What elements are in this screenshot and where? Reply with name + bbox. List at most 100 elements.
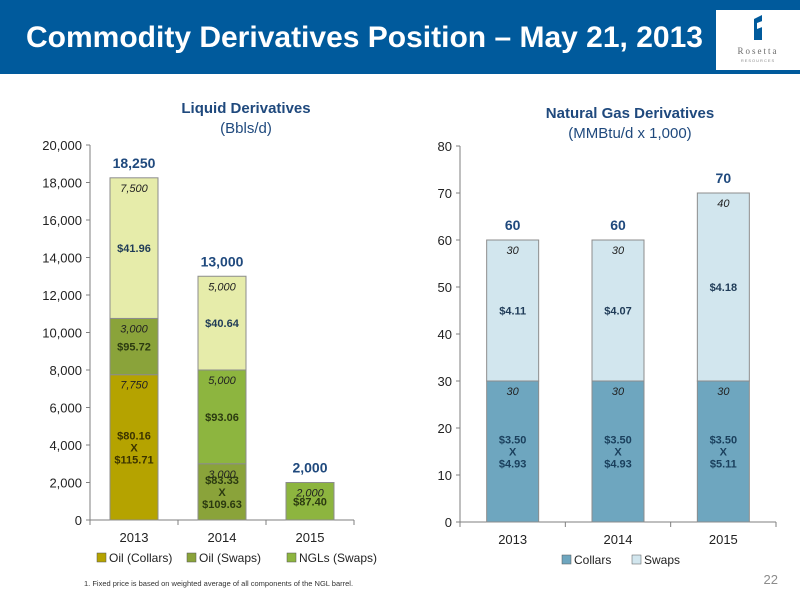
bar-segment: [591, 380, 645, 523]
y-tick-label: 12,000: [42, 288, 82, 303]
total-label: 70: [716, 170, 732, 186]
bar-segment: [197, 463, 247, 521]
title-bar: Commodity Derivatives Position – May 21,…: [0, 0, 800, 74]
liquid-derivatives-chart: Liquid Derivatives (Bbls/d) 0 2,000 4,000 6…: [42, 100, 377, 565]
legend-swatch: [186, 552, 197, 563]
total-label: 13,000: [201, 253, 244, 269]
legend-swatch: [96, 552, 107, 563]
price-label: X: [218, 487, 226, 499]
x-tick-label: 2013: [120, 530, 149, 545]
price-label: $4.18: [710, 282, 738, 294]
legend-swatch: [631, 554, 642, 565]
legend-swatch: [561, 554, 572, 565]
legend-label: Swaps: [644, 553, 680, 567]
y-tick-label: 20: [438, 421, 452, 436]
y-tick-label: 0: [445, 515, 452, 530]
y-tick-label: 10: [438, 468, 452, 483]
chart-title: Natural Gas Derivatives: [546, 105, 714, 122]
y-tick-label: 50: [438, 280, 452, 295]
volume-label: 5,000: [208, 375, 236, 387]
price-label: $4.93: [604, 459, 632, 471]
x-tick-label: 2014: [208, 530, 237, 545]
price-label: X: [614, 447, 622, 459]
y-tick-label: 18,000: [42, 176, 82, 191]
total-label: 18,250: [113, 155, 156, 171]
price-label: $3.50: [499, 435, 527, 447]
chart-subtitle: (Bbls/d): [220, 120, 272, 137]
volume-label: 3,000: [208, 469, 236, 481]
bar-segment: [109, 374, 159, 521]
y-tick-label: 40: [438, 327, 452, 342]
price-label: $83.33: [205, 475, 239, 487]
volume-label: 30: [612, 245, 625, 257]
bar-segment: [696, 380, 750, 523]
y-tick-label: 70: [438, 186, 452, 201]
x-tick-label: 2013: [498, 532, 527, 547]
volume-label: 30: [507, 245, 520, 257]
volume-label: 7,500: [120, 183, 148, 195]
price-label: X: [130, 442, 138, 454]
price-label: $80.16: [117, 430, 151, 442]
y-tick-label: 30: [438, 374, 452, 389]
price-label: $41.96: [117, 243, 151, 255]
volume-label: 2,000: [295, 488, 324, 500]
price-label: $93.06: [205, 412, 239, 424]
logo-wordmark: Rosetta: [737, 46, 779, 56]
y-tick-label: 16,000: [42, 213, 82, 228]
price-label: $4.93: [499, 459, 527, 471]
legend-swatch: [286, 552, 297, 563]
y-tick-label: 10,000: [42, 326, 82, 341]
page-title: Commodity Derivatives Position – May 21,…: [26, 21, 703, 54]
volume-label: 30: [717, 386, 730, 398]
price-label: $5.11: [710, 459, 737, 471]
price-label: $3.50: [604, 435, 632, 447]
logo: Rosetta RESOURCES: [716, 10, 800, 70]
y-tick-label: 20,000: [42, 138, 82, 153]
legend-label: Collars: [574, 553, 611, 567]
x-tick-label: 2015: [296, 530, 325, 545]
price-label: $4.07: [604, 306, 632, 318]
chart-subtitle: (MMBtu/d x 1,000): [568, 125, 691, 142]
footnote: 1. Fixed price is based on weighted aver…: [84, 579, 354, 588]
legend-label: NGLs (Swaps): [299, 551, 377, 565]
volume-label: 7,750: [120, 380, 148, 392]
rosetta-logo-icon: [754, 15, 765, 40]
volume-label: 30: [612, 386, 625, 398]
y-tick-label: 14,000: [42, 251, 82, 266]
y-tick-label: 6,000: [49, 401, 82, 416]
y-tick-label: 60: [438, 233, 452, 248]
bar-segment: [591, 239, 645, 382]
x-tick-label: 2015: [709, 532, 738, 547]
volume-label: 40: [717, 198, 730, 210]
legend-label: Oil (Collars): [109, 551, 172, 565]
total-label: 60: [505, 217, 521, 233]
price-label: $115.71: [114, 454, 153, 466]
x-tick-label: 2014: [604, 532, 633, 547]
slide-number: 22: [763, 572, 778, 587]
total-label: 2,000: [292, 460, 327, 476]
y-tick-label: 0: [75, 513, 82, 528]
bar-segment: [197, 275, 247, 371]
price-label: $95.72: [117, 342, 151, 354]
price-label: $40.64: [205, 318, 240, 330]
bar-segment: [197, 369, 247, 465]
price-label: X: [720, 447, 728, 459]
bar-segment: [486, 380, 540, 523]
natural-gas-derivatives-chart: Natural Gas Derivatives (MMBtu/d x 1,000…: [438, 105, 777, 567]
bar-segment: [696, 192, 750, 382]
legend-label: Oil (Swaps): [199, 551, 261, 565]
volume-label: 3,000: [120, 323, 148, 335]
bar-segment: [109, 317, 159, 376]
y-tick-label: 8,000: [49, 363, 82, 378]
y-tick-label: 2,000: [49, 476, 82, 491]
price-label: $109.63: [202, 499, 242, 511]
price-label: $3.50: [710, 435, 738, 447]
y-tick-label: 80: [438, 139, 452, 154]
liquid-plot-area: 0 2,000 4,000 6,000 8,000 10,000 12,000 14,000 1…: [42, 138, 377, 565]
price-label: $4.11: [499, 306, 526, 318]
chart-title: Liquid Derivatives: [181, 100, 310, 117]
bar-segment: [109, 177, 159, 319]
logo-subtitle: RESOURCES: [740, 58, 776, 63]
total-label: 60: [610, 217, 626, 233]
